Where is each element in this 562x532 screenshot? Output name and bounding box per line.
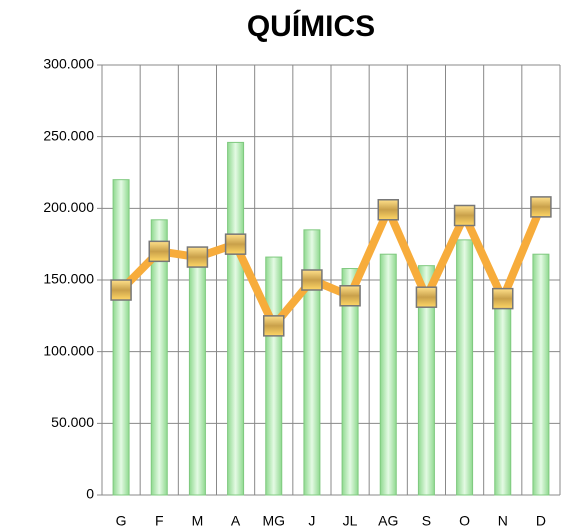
bar: [303, 229, 321, 496]
bar: [150, 219, 168, 496]
y-tick-label: 300.000: [43, 56, 94, 72]
line-marker: [110, 279, 132, 301]
x-tick-label: J: [308, 513, 315, 529]
x-tick-label: D: [536, 513, 546, 529]
line-marker: [301, 269, 323, 291]
bar: [417, 265, 435, 496]
line-marker: [263, 315, 285, 337]
line-marker: [415, 286, 438, 308]
line-marker: [377, 199, 399, 221]
bar: [265, 256, 283, 496]
x-tick-label: F: [155, 513, 164, 529]
x-tick-label: MG: [262, 513, 285, 529]
line-marker: [148, 240, 170, 263]
line-marker: [530, 196, 552, 218]
bar: [456, 239, 474, 496]
bar: [494, 293, 512, 496]
bar: [379, 253, 397, 496]
bar: [341, 268, 359, 496]
line-marker: [492, 287, 514, 310]
bar: [532, 253, 550, 496]
line-marker: [339, 285, 361, 307]
bar: [188, 258, 206, 496]
line-marker: [453, 204, 476, 227]
y-tick-label: 50.000: [51, 414, 94, 430]
x-tick-label: A: [231, 513, 241, 529]
y-tick-label: 150.000: [43, 271, 94, 287]
line-marker: [186, 246, 209, 268]
bar: [112, 179, 130, 496]
y-tick-label: 200.000: [43, 199, 94, 215]
x-tick-label: G: [116, 513, 127, 529]
x-tick-label: O: [459, 513, 470, 529]
x-tick-label: AG: [378, 513, 398, 529]
bar: [227, 141, 245, 496]
x-tick-label: N: [498, 513, 508, 529]
x-tick-label: S: [422, 513, 431, 529]
chart-title: QUÍMICS: [247, 9, 375, 43]
y-tick-label: 250.000: [43, 127, 94, 143]
line-marker: [224, 233, 247, 255]
x-tick-label: M: [192, 513, 204, 529]
y-tick-label: 0: [86, 486, 94, 502]
x-tick-label: JL: [343, 513, 358, 529]
y-tick-label: 100.000: [43, 342, 94, 358]
